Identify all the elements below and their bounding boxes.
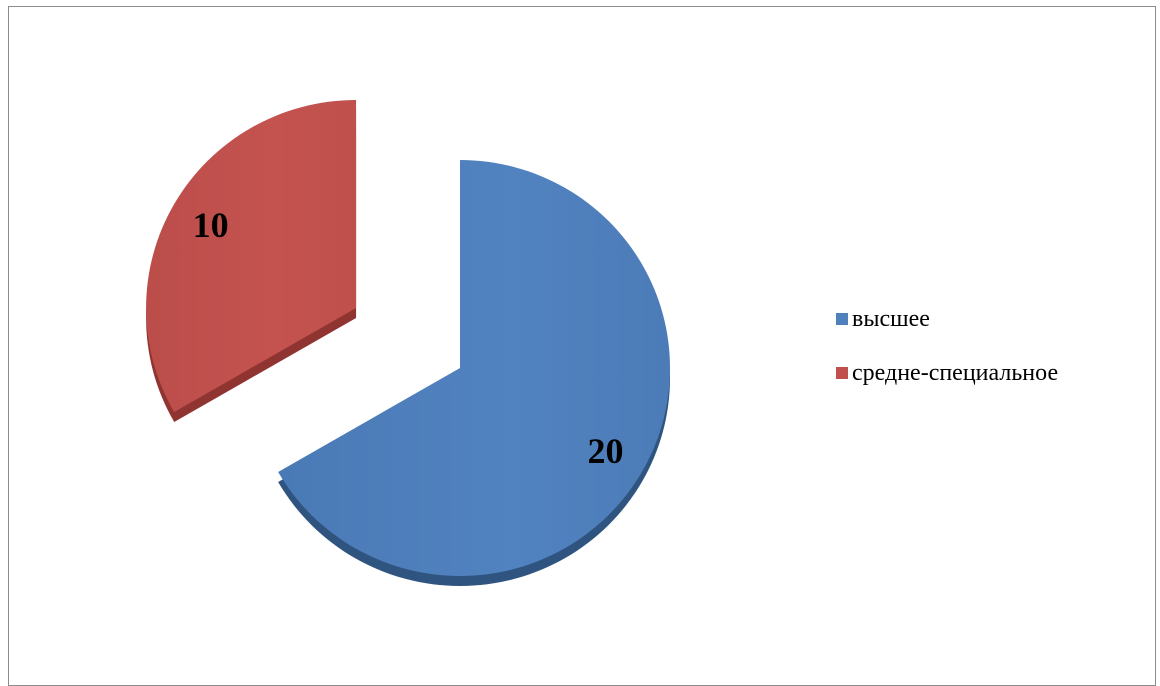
pie-slice-vysshee [278, 160, 670, 586]
legend-swatch-sredne-spetsialnoe [836, 367, 848, 379]
pie-slice-top [146, 100, 357, 412]
data-label-vysshee: 20 [587, 431, 623, 471]
pie-slice-sredne-spetsialnoe [146, 100, 357, 422]
legend-swatch-vysshee [836, 313, 848, 325]
chart-legend: высшее средне-специальное [836, 306, 1058, 414]
legend-label-vysshee: высшее [852, 305, 930, 332]
legend-item-vysshee: высшее [836, 306, 1058, 332]
legend-label-sredne-spetsialnoe: средне-специальное [852, 359, 1059, 386]
pie-slice-top [278, 160, 670, 576]
data-label-sredne-spetsialnoe: 10 [193, 205, 229, 245]
legend-item-sredne-spetsialnoe: средне-специальное [836, 360, 1058, 386]
